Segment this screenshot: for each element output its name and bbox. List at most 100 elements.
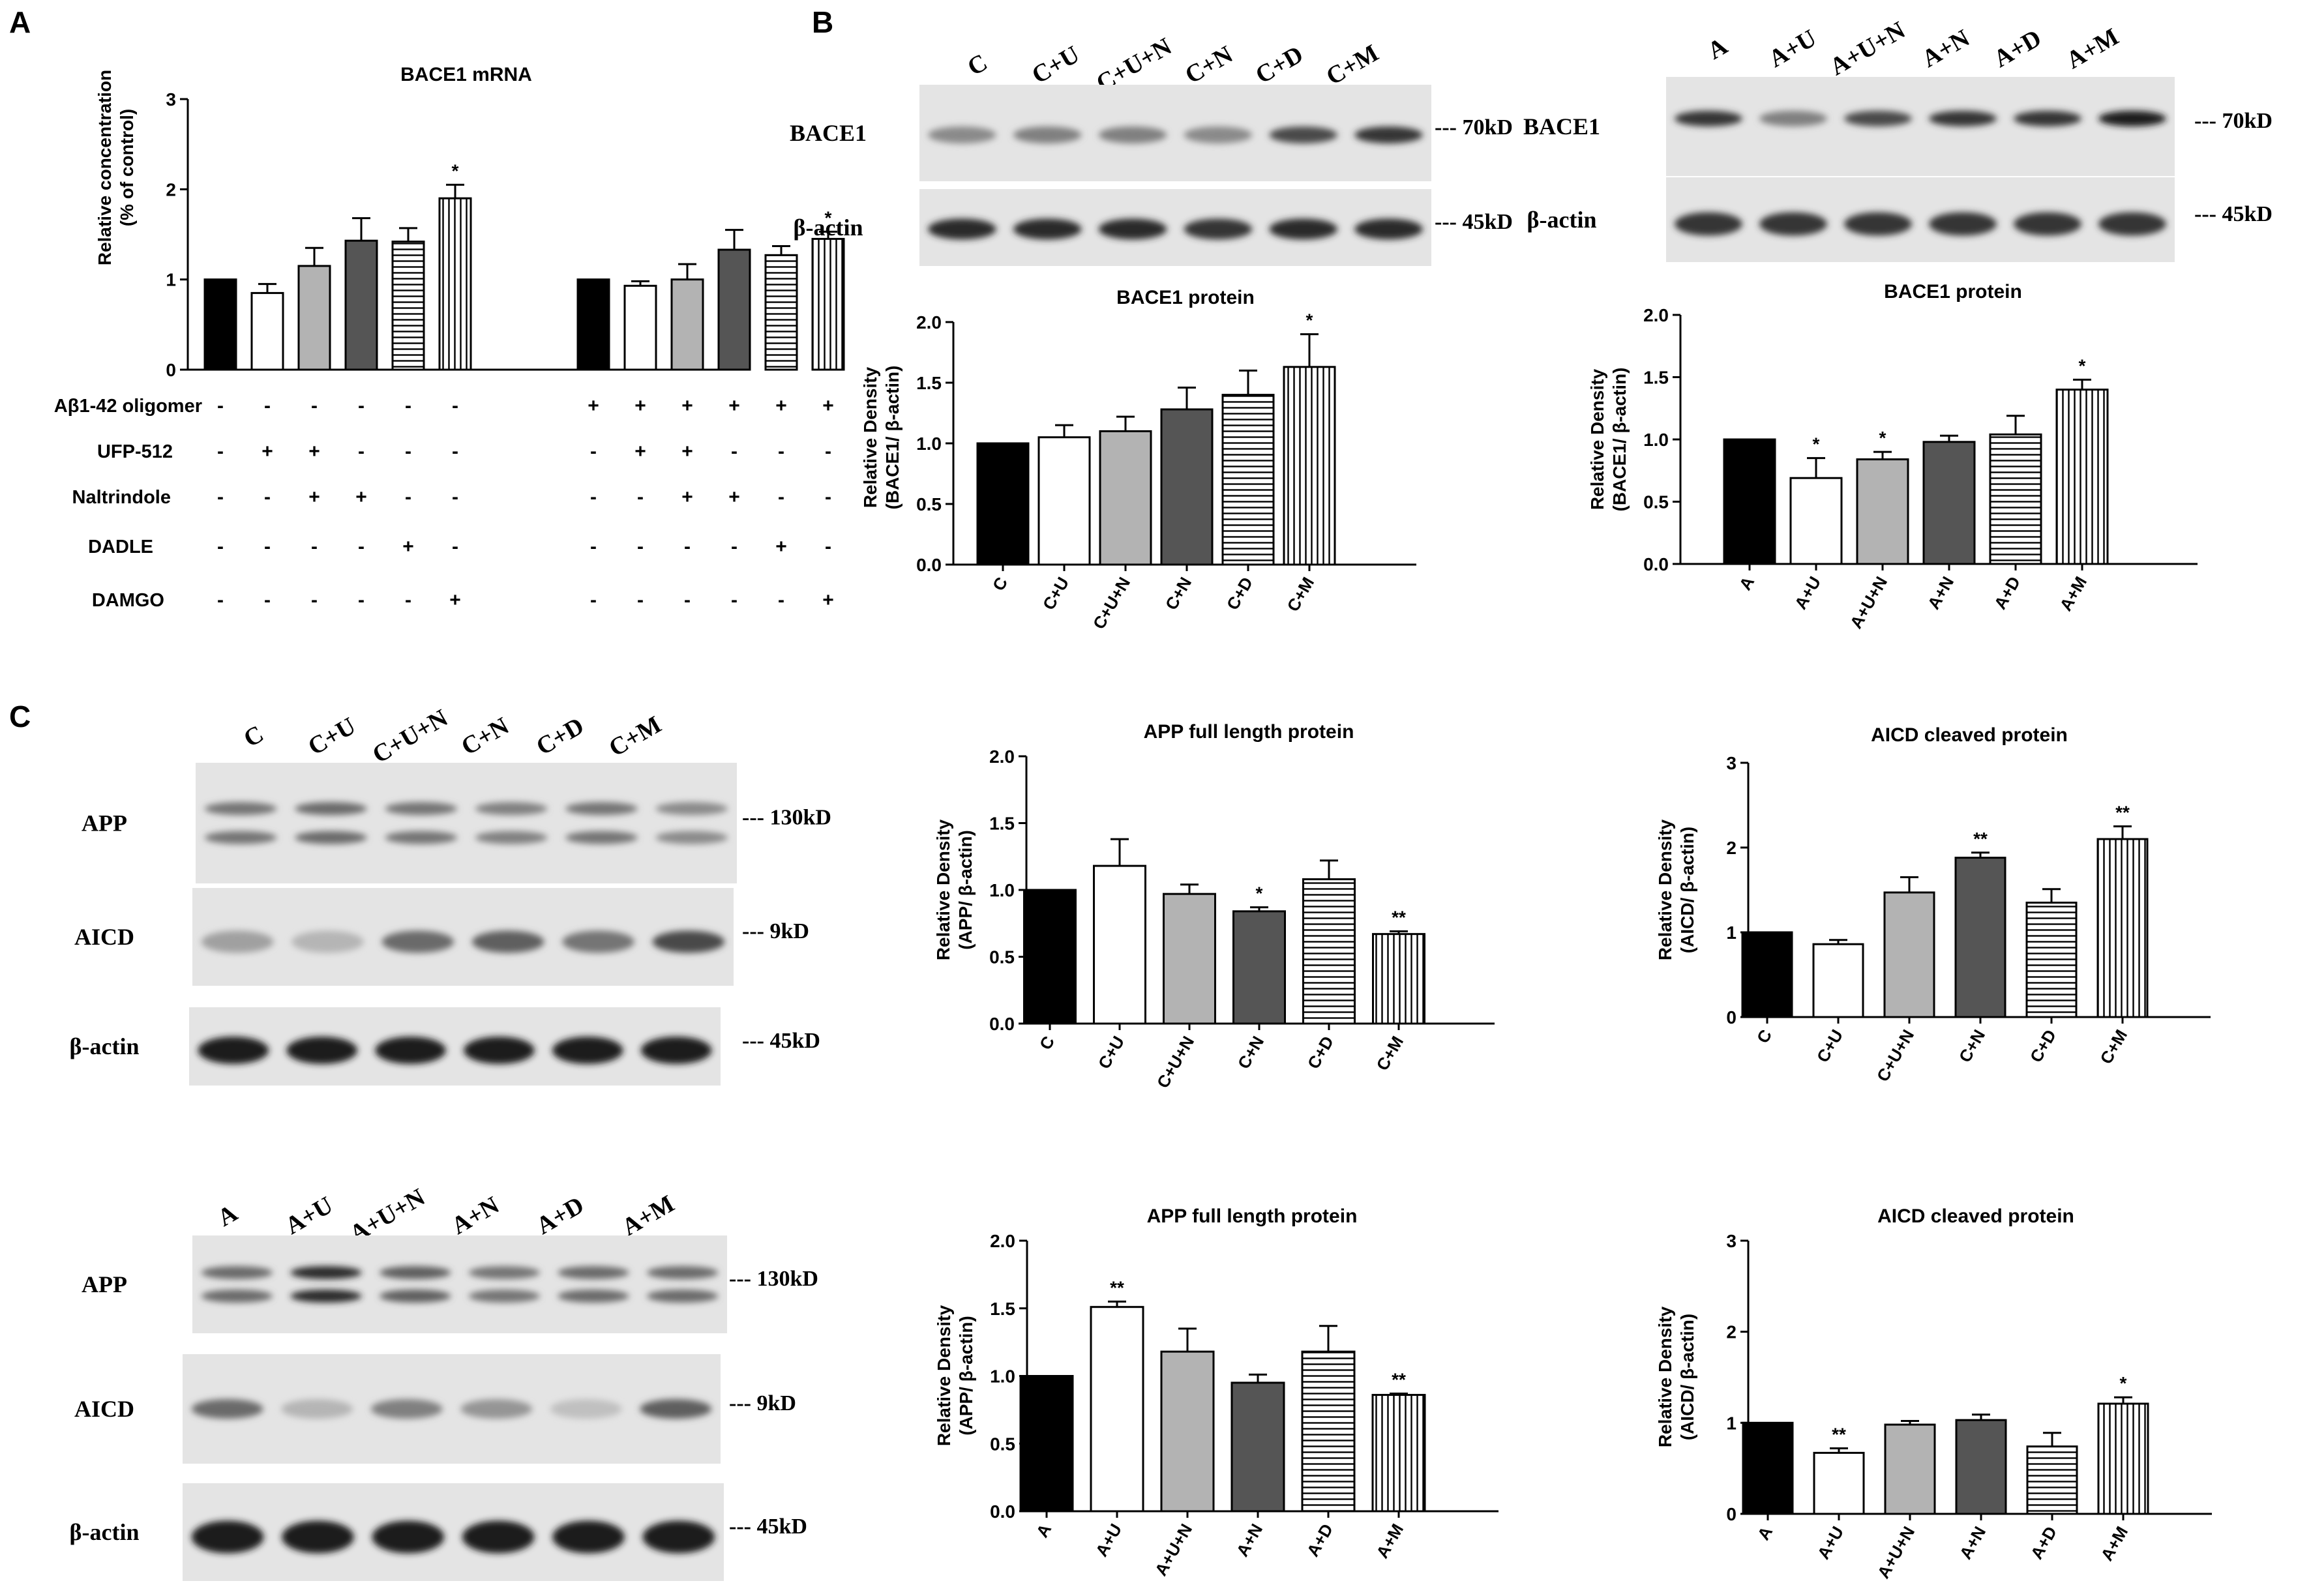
treatment-sign: - (217, 536, 224, 557)
molecular-weight-marker: --- 70kD (2194, 109, 2273, 133)
treatment-sign: - (452, 486, 458, 508)
blot-band (655, 831, 728, 844)
lane-label: C+U (1027, 40, 1084, 89)
lane-label: C+U (303, 712, 360, 761)
y-axis-label: (APP/ β-actin) (955, 830, 976, 950)
lane-label: A+U (1764, 24, 1821, 73)
lane-label: C+M (1322, 39, 1384, 91)
lane-label: A (1703, 32, 1733, 65)
blot-strip (919, 85, 1431, 181)
y-tick-label: 0.0 (990, 1501, 1015, 1522)
blot-band (460, 1399, 533, 1419)
y-tick-label: 1.0 (916, 434, 942, 454)
treatment-sign: - (217, 395, 224, 417)
blot-band (1759, 110, 1827, 126)
chart-bace1-protein-abeta: BACE1 protein Relative Density (BACE1/ β-a… (1587, 281, 2198, 632)
molecular-weight-marker: --- 45kD (742, 1029, 820, 1053)
bar (623, 284, 657, 371)
bar (1954, 857, 2006, 1018)
x-tick-label: A (1753, 1523, 1776, 1543)
chart-title: BACE1 mRNA (400, 64, 532, 85)
blot-strip (192, 888, 734, 986)
x-tick-label: C+U (1813, 1026, 1847, 1066)
y-tick-label: 1.5 (989, 814, 1015, 834)
bar (1371, 1394, 1426, 1513)
blot-band (552, 1520, 625, 1554)
lane-label: A+D (1989, 24, 2046, 73)
blot-band (201, 1290, 273, 1303)
blot-band (1929, 110, 1997, 126)
x-tick-label: A+U (1813, 1523, 1847, 1563)
bar (1302, 878, 1356, 1025)
bar (717, 248, 751, 371)
x-tick-label: C+D (1223, 574, 1257, 613)
bar (1856, 458, 1909, 565)
y-tick-label: 2.0 (1643, 305, 1669, 325)
lane-label: C (963, 49, 992, 81)
y-tick-label: 1.0 (989, 880, 1015, 900)
blot-band (2014, 212, 2081, 236)
bar (1372, 933, 1425, 1025)
bar (250, 291, 284, 371)
treatment-sign: - (452, 441, 458, 462)
blot-band (380, 1266, 451, 1279)
y-axis-label: Relative Density (934, 1305, 954, 1446)
blot-band (381, 930, 455, 953)
blot-band (1184, 126, 1253, 143)
treatment-sign: - (590, 536, 597, 557)
molecular-weight-marker: --- 45kD (729, 1515, 807, 1539)
bar (1955, 1419, 2007, 1515)
blot-band (640, 1399, 712, 1419)
treatment-sign: - (637, 536, 644, 557)
protein-label: BACE1 (790, 120, 867, 146)
treatment-sign: - (358, 536, 365, 557)
protein-label: BACE1 (1523, 113, 1600, 140)
significance-mark: * (1256, 883, 1263, 904)
treatment-sign: - (637, 486, 644, 508)
treatment-label: UFP-512 (97, 441, 173, 462)
y-tick-label: 0 (1726, 1504, 1737, 1524)
blot-band (290, 1290, 362, 1303)
x-tick-label: C+M (1283, 574, 1318, 615)
chart-aicd-abeta: AICD cleaved protein Relative Density (AIC… (1655, 1205, 2212, 1582)
lane-label: A+U+N (1825, 16, 1910, 81)
treatment-sign: - (405, 589, 411, 611)
y-tick-label: 2.0 (990, 1231, 1015, 1251)
bar (1160, 408, 1214, 566)
treatment-sign: - (684, 536, 691, 557)
blot-band (295, 802, 367, 816)
x-tick-label: A+N (1232, 1520, 1266, 1560)
treatment-sign: - (264, 536, 271, 557)
bar (1812, 943, 1864, 1018)
treatment-sign: + (681, 486, 693, 508)
y-axis-label: (BACE1/ β-actin) (1609, 368, 1630, 512)
treatment-sign: - (590, 441, 597, 462)
blot-band (552, 1037, 623, 1064)
treatment-label: Aβ1-42 oligomer (54, 396, 202, 417)
bar (1884, 1423, 1936, 1515)
protein-label: APP (82, 1271, 127, 1297)
blot-band (1354, 126, 1423, 143)
y-tick-label: 0.5 (990, 1434, 1015, 1454)
bar (1742, 1421, 1794, 1515)
x-tick-label: A+D (1990, 573, 2024, 613)
significance-mark: * (1879, 428, 1886, 448)
bar (1741, 931, 1793, 1018)
treatment-sign: - (358, 589, 365, 611)
treatment-sign: - (731, 441, 738, 462)
treatment-label: Naltrindole (72, 487, 171, 508)
blot-band (2098, 110, 2166, 126)
blot-band (928, 126, 996, 143)
y-tick-label: 2.0 (989, 746, 1015, 767)
x-tick-label: C+M (2096, 1026, 2131, 1067)
treatment-sign: - (264, 395, 271, 417)
y-tick-label: 0.0 (1643, 554, 1669, 574)
bar (297, 265, 331, 371)
treatment-sign: + (822, 395, 834, 417)
blot-band (1098, 126, 1167, 143)
y-tick-label: 1.5 (1643, 368, 1669, 388)
significance-mark: * (2079, 355, 2086, 376)
treatment-sign: + (775, 536, 787, 557)
significance-mark: * (2120, 1373, 2127, 1393)
